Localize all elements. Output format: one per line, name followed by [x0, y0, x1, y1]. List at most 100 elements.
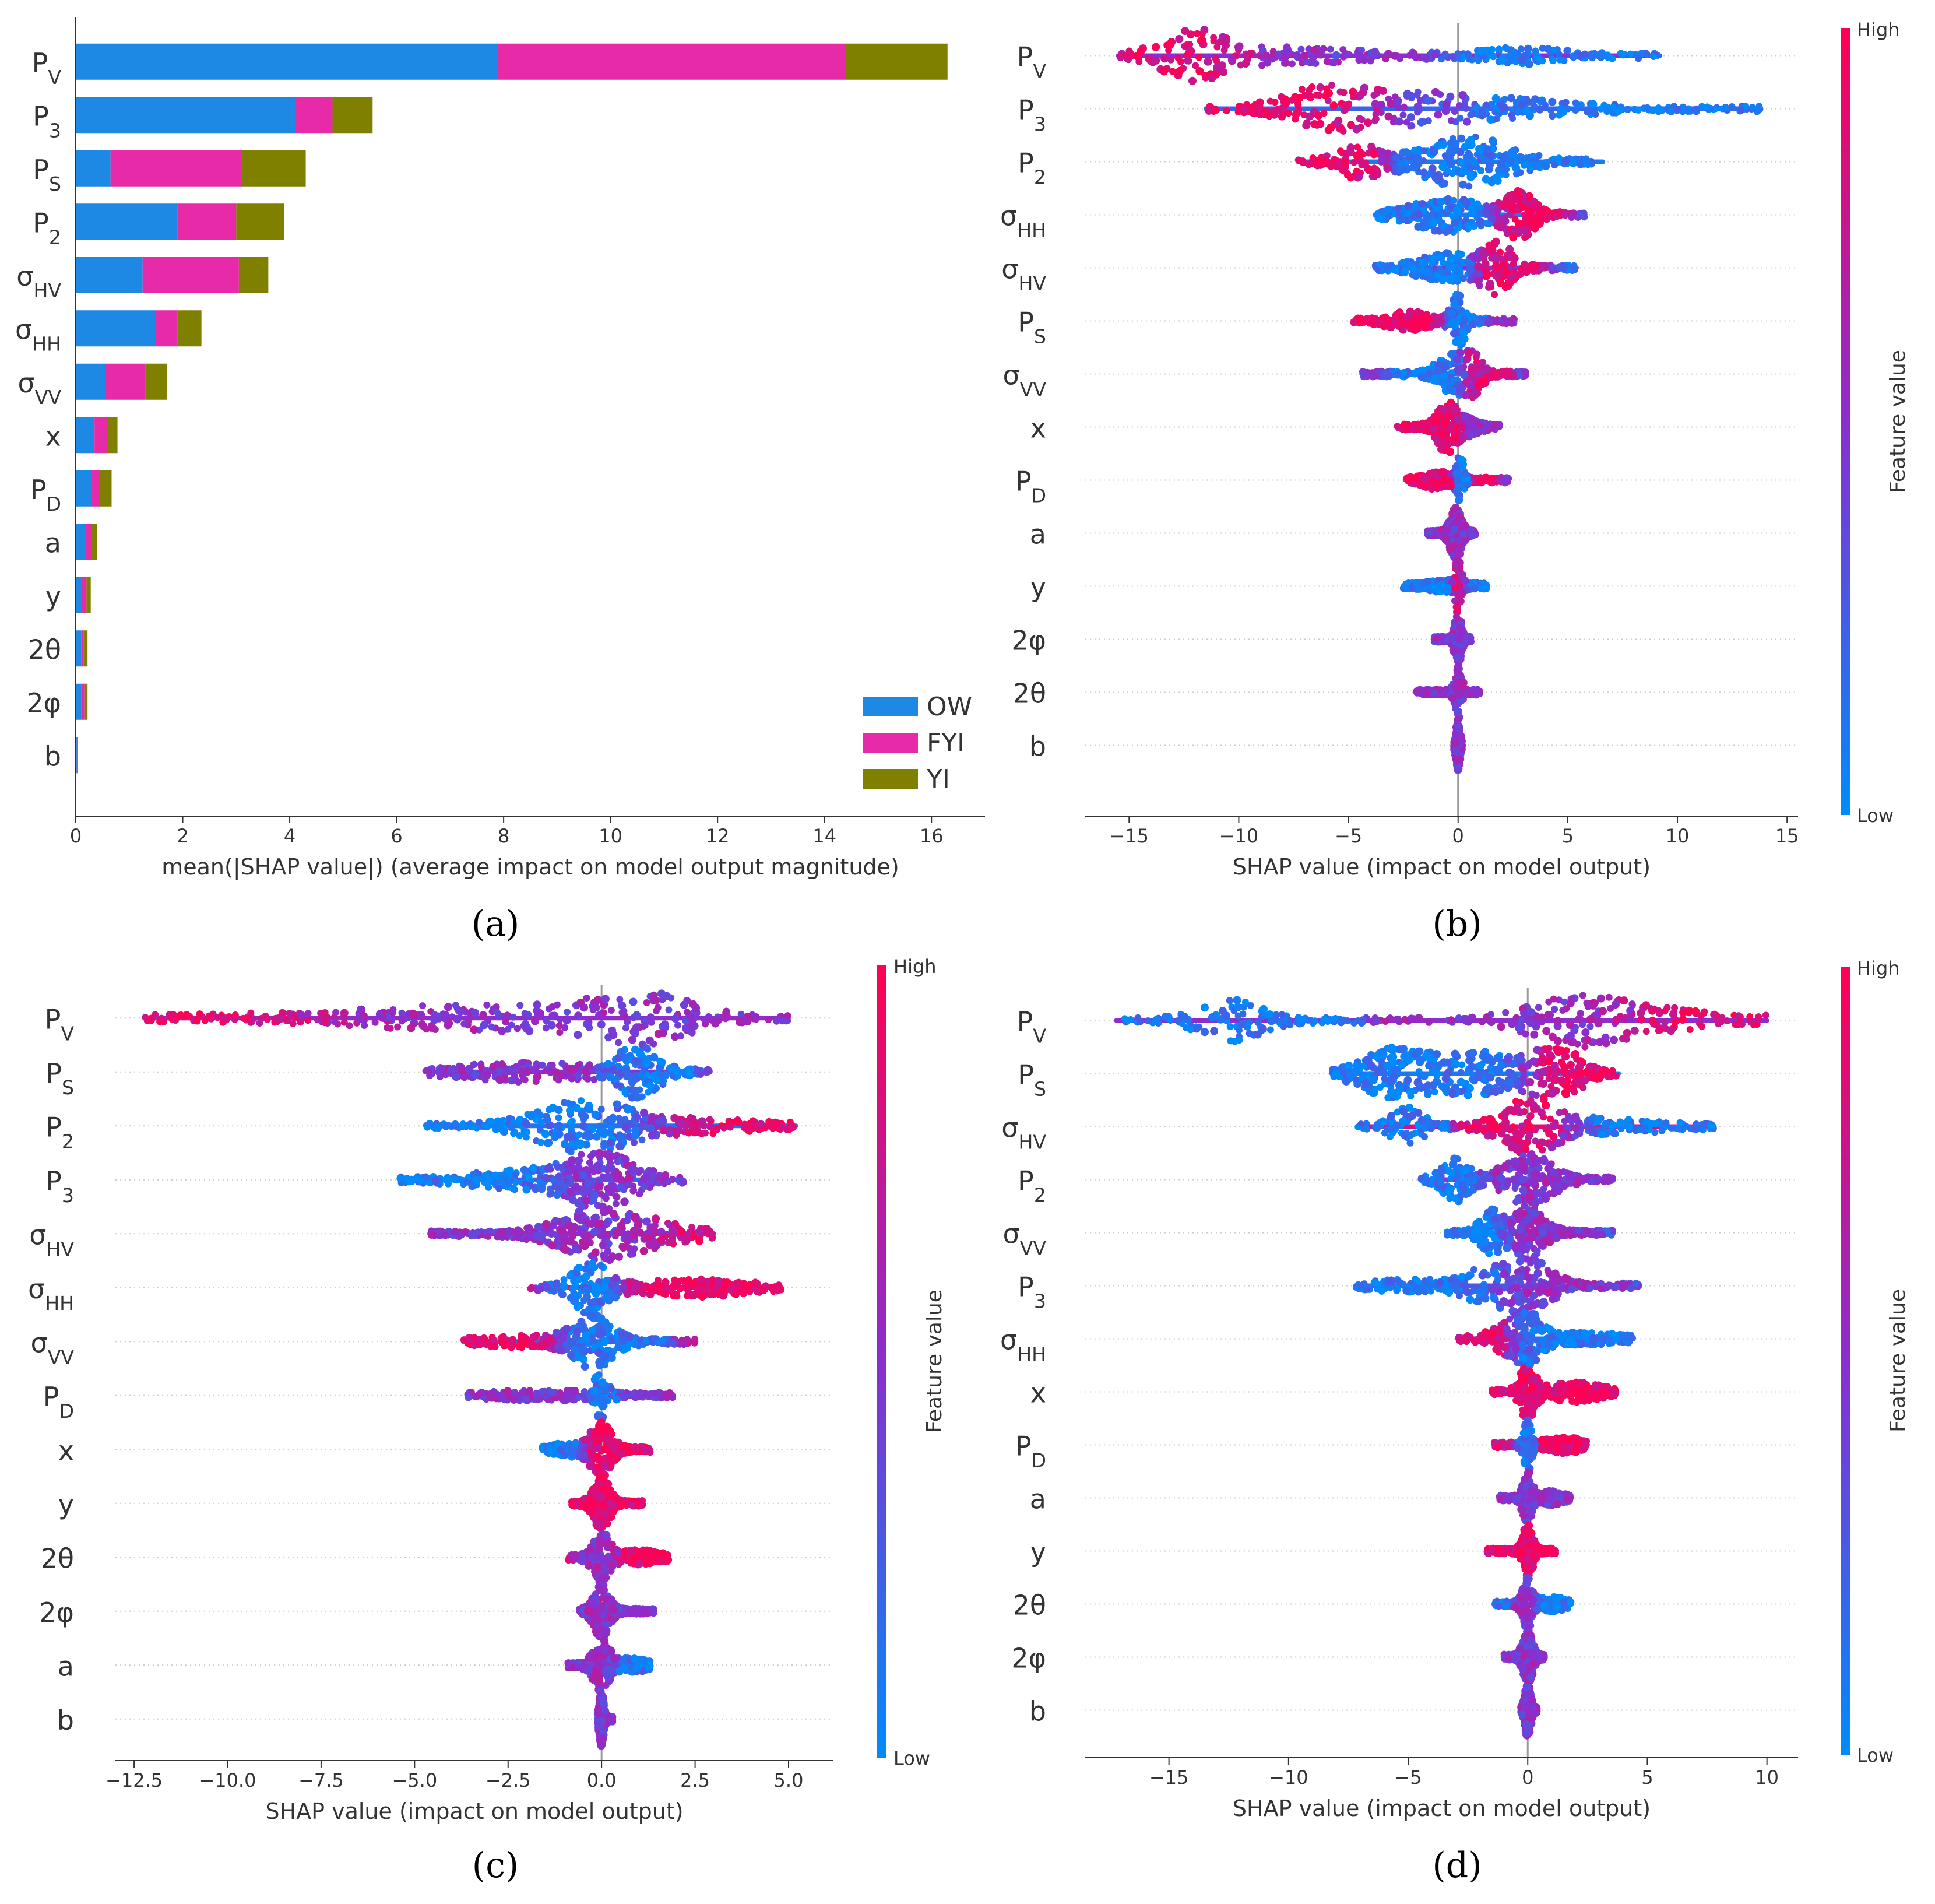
swarm-point [1448, 694, 1456, 702]
swarm-point [1515, 219, 1524, 228]
swarm-point [1372, 115, 1380, 123]
swarm-point [643, 999, 650, 1006]
swarm-point [595, 1011, 603, 1019]
swarm-point [1349, 87, 1357, 96]
swarm-point [1308, 83, 1316, 91]
swarm-point [1561, 211, 1569, 219]
swarm-point [1456, 549, 1465, 558]
swarm-point [1470, 584, 1479, 593]
swarm-point [1318, 156, 1325, 164]
swarm-row-12 [1413, 663, 1484, 722]
swarm-point [1413, 308, 1422, 317]
panel-b-feature-label: 2θ [1013, 678, 1046, 709]
panel-b-colorbar-label: Feature value [1886, 350, 1910, 493]
swarm-point [1200, 26, 1209, 34]
swarm-point [1478, 107, 1487, 116]
swarm-point [1510, 254, 1519, 263]
swarm-point [1619, 51, 1627, 58]
swarm-point [1312, 59, 1320, 67]
swarm-point [1360, 57, 1368, 64]
swarm-row-4 [1371, 237, 1579, 298]
swarm-point [1441, 50, 1449, 58]
swarm-row-11 [1430, 613, 1475, 669]
swarm-point [194, 1017, 201, 1025]
swarm-point [1595, 51, 1603, 60]
swarm-point [1383, 164, 1392, 173]
panel-b-tick-label: −15 [1109, 825, 1149, 847]
swarm-point [1494, 270, 1503, 279]
swarm-point [1234, 108, 1242, 116]
panel-b-feature-label: x [1030, 413, 1046, 444]
swarm-point [1401, 420, 1408, 428]
panel-a-feature-label: PV [32, 47, 62, 89]
swarm-point [1483, 422, 1491, 431]
bar-fyi-13 [76, 737, 78, 774]
swarm-point [1361, 372, 1369, 380]
swarm-point [1297, 45, 1305, 53]
swarm-point [1428, 259, 1436, 267]
swarm-point [1223, 107, 1230, 115]
swarm-point [1451, 682, 1460, 691]
swarm-point [1495, 214, 1503, 222]
swarm-point [1417, 374, 1425, 381]
bar-yi-7 [108, 417, 118, 454]
bar-ow-10 [76, 577, 83, 613]
swarm-point [1533, 262, 1541, 269]
swarm-point [1394, 97, 1402, 106]
swarm-point [1535, 152, 1543, 159]
swarm-point [1562, 262, 1570, 270]
bar-ow-6 [76, 363, 105, 400]
swarm-point [1395, 117, 1403, 126]
swarm-point [1302, 121, 1311, 130]
swarm-point [1332, 51, 1341, 59]
swarm-point [1391, 51, 1399, 60]
panel-a-feature-label: x [45, 420, 61, 452]
bar-ow-1 [76, 97, 295, 134]
swarm-point [1441, 419, 1450, 428]
swarm-point [1306, 93, 1315, 101]
swarm-point [778, 1017, 786, 1025]
swarm-point [1354, 51, 1363, 60]
swarm-point [1453, 274, 1461, 282]
swarm-point [1561, 156, 1570, 165]
swarm-point [1406, 51, 1413, 59]
panel-b-colorbar [1841, 28, 1850, 815]
swarm-point [1399, 148, 1408, 157]
swarm-point [1184, 57, 1191, 65]
swarm-point [1492, 420, 1500, 428]
swarm-point [1295, 94, 1304, 103]
swarm-point [1401, 103, 1408, 111]
swarm-point [1213, 107, 1220, 114]
swarm-point [1328, 82, 1336, 89]
swarm-point [1391, 266, 1399, 273]
swarm-point [1489, 136, 1497, 145]
swarm-point [1371, 100, 1380, 108]
swarm-point [1454, 250, 1463, 258]
swarm-point [1195, 66, 1204, 75]
swarm-point [1461, 576, 1469, 585]
swarm-point [1430, 254, 1437, 262]
swarm-point [1469, 320, 1478, 329]
swarm-point [1476, 217, 1484, 226]
swarm-point [1176, 66, 1184, 75]
swarm-point [674, 1021, 682, 1029]
swarm-point [1438, 163, 1447, 171]
swarm-point [723, 1007, 730, 1015]
swarm-point [1512, 164, 1521, 173]
swarm-point [1437, 55, 1445, 63]
swarm-point [1448, 117, 1455, 125]
swarm-point [1384, 112, 1393, 121]
swarm-point [1469, 157, 1478, 166]
swarm-point [1476, 477, 1483, 485]
panel-b-feature-label: σHV [1001, 254, 1046, 295]
swarm-point [1459, 167, 1468, 176]
panel-a-tick-label: 2 [177, 825, 188, 847]
panel-a-feature-label: σHV [16, 261, 61, 302]
bar-ow-5 [76, 310, 156, 347]
swarm-point [1310, 45, 1319, 54]
swarm-point [622, 1024, 629, 1032]
swarm-point [1516, 371, 1524, 379]
bar-fyi-6 [105, 363, 146, 400]
panel-a-x-label: mean(|SHAP value|) (average impact on mo… [161, 854, 899, 880]
